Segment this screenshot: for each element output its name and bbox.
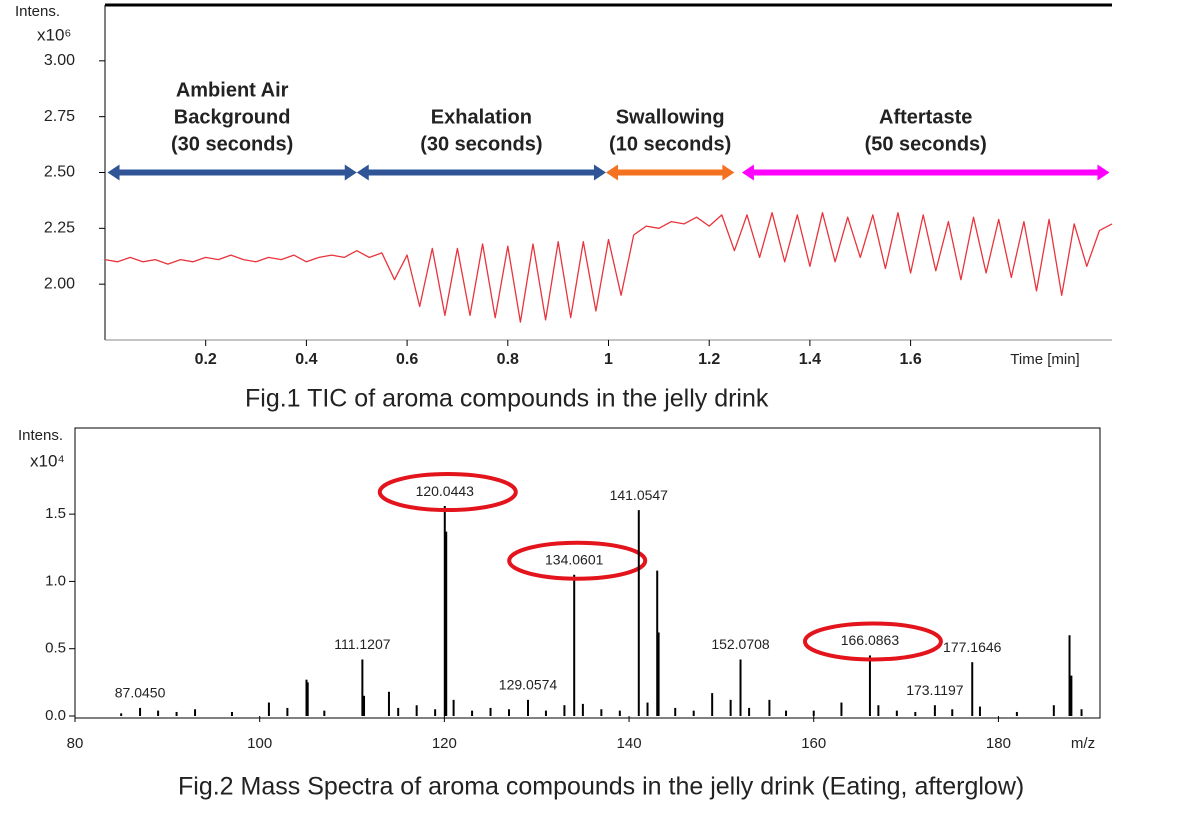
y-tick-label: 3.00 xyxy=(44,52,75,69)
y-tick-label: 1.5 xyxy=(45,505,66,522)
figure-caption: Fig.2 Mass Spectra of aroma compounds in… xyxy=(178,773,1024,801)
range-arrow xyxy=(356,164,606,181)
annotation-text: (10 seconds) xyxy=(609,133,731,155)
y-axis-label: Intens. xyxy=(15,3,60,20)
range-arrow xyxy=(107,164,357,181)
x-tick-label: 1 xyxy=(604,351,613,368)
x-tick-label: 1.2 xyxy=(698,351,720,368)
y-tick-label: 2.25 xyxy=(44,220,75,237)
peak-label: 173.1197 xyxy=(906,682,964,698)
x-tick-label: 160 xyxy=(801,735,826,752)
peak-label: 177.1646 xyxy=(943,639,1002,655)
y-tick-label: 0.5 xyxy=(45,640,66,657)
annotation-text: (30 seconds) xyxy=(171,133,293,155)
y-tick-label: 0.0 xyxy=(45,707,66,724)
y-axis-unit: x10⁶ xyxy=(37,25,71,44)
highlight-circle xyxy=(377,472,518,513)
peak-label: 134.0601 xyxy=(545,551,604,567)
x-tick-label: 1.4 xyxy=(799,351,821,368)
peak-label: 141.0547 xyxy=(610,487,669,503)
annotation-text: Aftertaste xyxy=(879,106,972,128)
x-tick-label: 0.8 xyxy=(497,351,519,368)
annotation-text: Swallowing xyxy=(616,106,725,128)
y-axis-label: Intens. xyxy=(18,427,63,444)
tic-line xyxy=(104,212,1113,323)
peak-label: 111.1207 xyxy=(334,636,391,652)
annotation-text: Exhalation xyxy=(431,106,532,128)
x-tick-label: 100 xyxy=(247,735,272,752)
figure-caption: Fig.1 TIC of aroma compounds in the jell… xyxy=(245,385,769,413)
y-tick-label: 2.50 xyxy=(44,164,75,181)
y-tick-label: 2.00 xyxy=(44,275,75,292)
y-axis-unit: x10⁴ xyxy=(30,451,65,470)
x-tick-label: 180 xyxy=(986,735,1011,752)
x-axis-label: m/z xyxy=(1071,735,1095,752)
x-tick-label: 80 xyxy=(67,735,84,752)
peak-label: 129.0574 xyxy=(499,677,558,693)
plot-frame xyxy=(74,427,1101,719)
peak-label: 152.0708 xyxy=(711,636,770,652)
x-tick-label: 140 xyxy=(617,735,642,752)
highlight-circle xyxy=(507,540,648,581)
peak-label: 166.0863 xyxy=(841,632,900,648)
x-axis-label: Time [min] xyxy=(1010,351,1079,368)
highlight-circle xyxy=(802,621,943,662)
range-arrow xyxy=(605,164,735,181)
annotation-text: Ambient Air xyxy=(176,79,289,101)
annotation-text: Background xyxy=(174,106,291,128)
annotation-text: (30 seconds) xyxy=(420,133,542,155)
range-arrow xyxy=(741,164,1110,181)
y-tick-label: 2.75 xyxy=(44,108,75,125)
peak-label: 87.0450 xyxy=(115,685,166,701)
peak-label: 120.0443 xyxy=(416,483,475,499)
x-tick-label: 120 xyxy=(432,735,457,752)
x-tick-label: 0.4 xyxy=(295,351,317,368)
annotation-text: (50 seconds) xyxy=(865,133,987,155)
x-tick-label: 1.6 xyxy=(899,351,921,368)
y-tick-label: 1.0 xyxy=(45,572,66,589)
x-tick-label: 0.2 xyxy=(195,351,217,368)
x-tick-label: 0.6 xyxy=(396,351,418,368)
